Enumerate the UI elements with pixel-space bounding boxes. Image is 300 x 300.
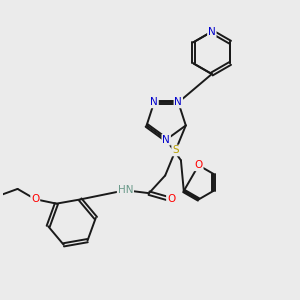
Text: N: N bbox=[162, 135, 170, 145]
Text: N: N bbox=[150, 98, 158, 107]
Text: O: O bbox=[167, 194, 175, 204]
Text: S: S bbox=[172, 146, 179, 155]
Text: O: O bbox=[194, 160, 203, 170]
Text: HN: HN bbox=[118, 185, 133, 195]
Text: O: O bbox=[31, 194, 39, 204]
Text: N: N bbox=[208, 27, 216, 37]
Text: N: N bbox=[174, 98, 182, 107]
